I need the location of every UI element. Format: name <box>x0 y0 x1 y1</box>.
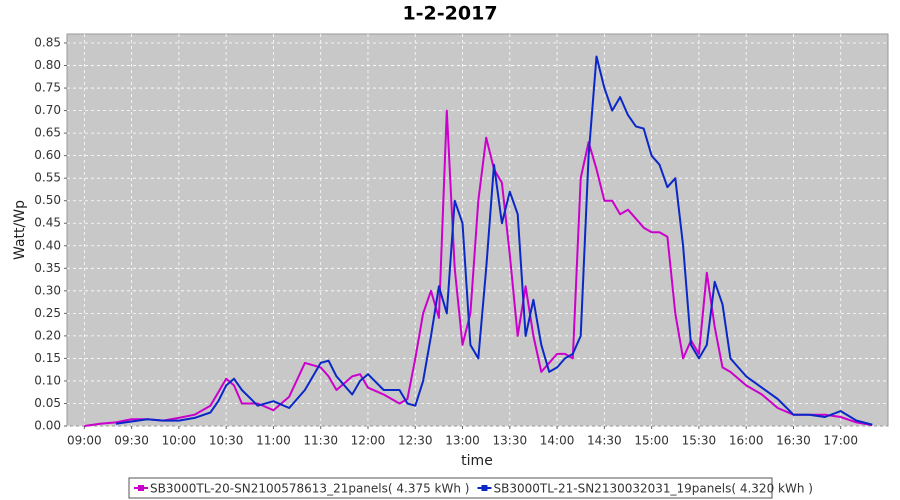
y-tick-label: 0.25 <box>34 306 61 320</box>
y-tick-label: 0.70 <box>34 103 61 117</box>
y-tick-label: 0.20 <box>34 328 61 342</box>
y-tick-label: 0.55 <box>34 171 61 185</box>
x-tick-label: 11:30 <box>303 434 338 448</box>
x-tick-label: 16:00 <box>729 434 764 448</box>
y-axis-label: Watt/Wp <box>12 200 28 260</box>
x-tick-label: 12:30 <box>398 434 433 448</box>
y-tick-label: 0.35 <box>34 261 61 275</box>
x-tick-label: 11:00 <box>256 434 291 448</box>
y-tick-label: 0.40 <box>34 238 61 252</box>
legend-label: SB3000TL-20-SN2100578613_21panels( 4.375… <box>150 482 469 496</box>
legend-label: SB3000TL-21-SN2130032031_19panels( 4.320… <box>493 482 812 496</box>
y-tick-label: 0.15 <box>34 351 61 365</box>
x-axis-label: time <box>461 453 493 469</box>
x-tick-label: 10:30 <box>209 434 244 448</box>
legend-marker <box>138 485 144 491</box>
x-tick-label: 09:30 <box>114 434 149 448</box>
y-tick-label: 0.30 <box>34 283 61 297</box>
x-tick-label: 14:30 <box>587 434 622 448</box>
x-tick-label: 17:00 <box>823 434 858 448</box>
y-tick-label: 0.50 <box>34 193 61 207</box>
x-tick-label: 13:30 <box>493 434 528 448</box>
y-tick-label: 0.45 <box>34 216 61 230</box>
series-line <box>84 109 873 427</box>
x-tick-label: 09:00 <box>67 434 102 448</box>
chart-title: 1-2-2017 <box>402 3 497 25</box>
legend-marker <box>481 485 488 491</box>
y-tick-label: 0.10 <box>34 373 61 387</box>
y-tick-label: 0.80 <box>34 58 61 72</box>
x-tick-label: 15:00 <box>634 434 669 448</box>
x-tick-label: 13:00 <box>445 434 480 448</box>
x-tick-label: 14:00 <box>540 434 575 448</box>
y-tick-label: 0.75 <box>34 81 61 95</box>
y-tick-label: 0.00 <box>34 419 61 433</box>
plot-area <box>66 33 889 427</box>
series-line <box>115 55 873 426</box>
y-tick-label: 0.85 <box>34 36 61 50</box>
x-tick-label: 12:00 <box>351 434 386 448</box>
y-tick-label: 0.05 <box>34 396 61 410</box>
x-tick-label: 16:30 <box>776 434 811 448</box>
y-tick-label: 0.65 <box>34 126 61 140</box>
x-tick-label: 10:00 <box>162 434 197 448</box>
y-tick-label: 0.60 <box>34 148 61 162</box>
x-tick-label: 15:30 <box>682 434 717 448</box>
legend <box>128 477 773 499</box>
